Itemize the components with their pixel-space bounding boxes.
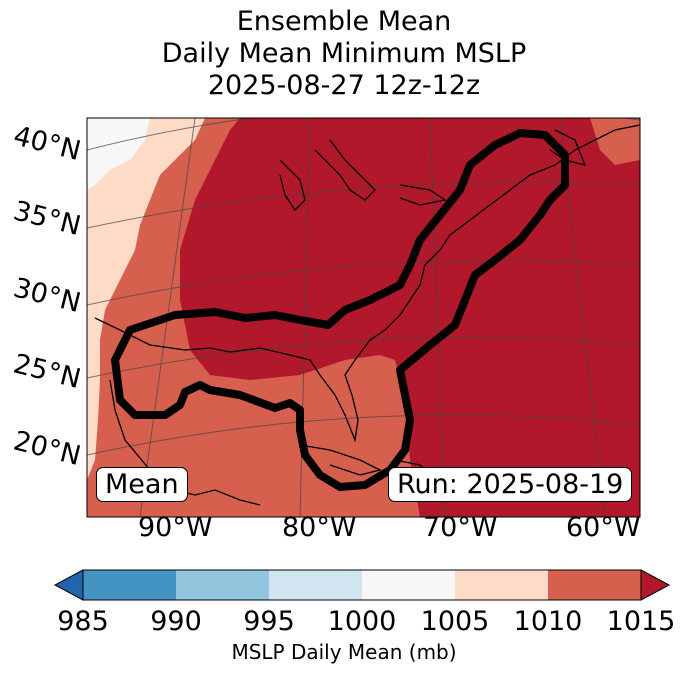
colorbar-extend-low — [53, 569, 84, 601]
colorbar-segment — [362, 570, 455, 600]
colorbar-extend-high — [640, 569, 671, 601]
map-frame — [86, 117, 641, 518]
contour-outline — [111, 129, 569, 491]
colorbar-tick: 1005 — [420, 606, 490, 637]
colorbar-tick: 1010 — [513, 606, 583, 637]
lon-label-90w: 90°W — [138, 512, 213, 543]
colorbar-frame — [82, 569, 642, 601]
colorbar-tick: 995 — [243, 606, 295, 637]
colorbar-segment — [176, 570, 269, 600]
colorbar-segment — [548, 570, 641, 600]
mean-label-box: Mean — [96, 467, 188, 502]
colorbar-tick: 1015 — [606, 606, 676, 637]
field-above-1015 — [180, 118, 640, 517]
colorbar — [53, 569, 671, 601]
colorbar-label: MSLP Daily Mean (mb) — [231, 640, 457, 664]
run-date-box: Run: 2025-08-19 — [388, 467, 633, 502]
title-line-2: Daily Mean Minimum MSLP — [161, 38, 527, 69]
colorbar-tick: 990 — [150, 606, 202, 637]
lon-label-70w: 70°W — [423, 512, 498, 543]
colorbar-segment — [83, 570, 176, 600]
lon-label-60w: 60°W — [566, 512, 641, 543]
colorbar-tick: 985 — [57, 606, 109, 637]
colorbar-segment — [455, 570, 548, 600]
title-line-1: Ensemble Mean — [236, 6, 452, 37]
field-1000-1005 — [87, 118, 150, 190]
field-above-1015-upper-right — [590, 118, 640, 165]
colorbar-segment — [269, 570, 362, 600]
colorbar-tick: 1000 — [327, 606, 397, 637]
lon-label-80w: 80°W — [282, 512, 357, 543]
field-1005-1010 — [87, 118, 205, 480]
title-line-3: 2025-08-27 12z-12z — [207, 70, 481, 101]
